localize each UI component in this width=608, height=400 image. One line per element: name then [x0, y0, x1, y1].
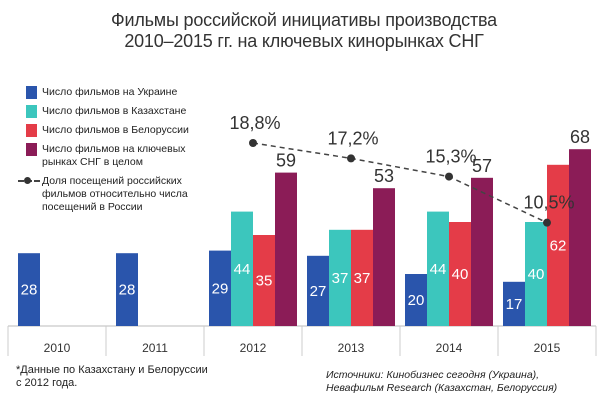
bar-belarus-2014 [449, 222, 471, 326]
x-tick-label-2011: 2011 [142, 341, 168, 355]
sources-note: Источники: Кинобизнес сегодня (Украина),… [326, 369, 558, 394]
x-tick-label-2012: 2012 [240, 341, 267, 355]
share-point-2013 [347, 154, 355, 163]
x-tick-label-2013: 2013 [338, 341, 365, 355]
x-tick-label-2015: 2015 [534, 341, 561, 355]
data-label-ukraine-2013: 27 [310, 283, 327, 300]
bar-belarus-2015 [547, 164, 569, 326]
share-label-2012: 18,8% [229, 113, 280, 133]
legend-label-ukraine: Число фильмов на Украине [42, 86, 178, 98]
legend-swatch-belarus [26, 124, 37, 137]
legend-swatch-kazakhstan [26, 105, 37, 118]
data-label-ukraine-2012: 29 [212, 280, 229, 297]
chart-title: Фильмы российской инициативы производств… [0, 10, 608, 52]
data-label-belarus-2015: 62 [550, 237, 567, 254]
bar-kazakhstan-2015 [525, 222, 547, 326]
footnote: *Данные по Казахстану и Белоруссии с 201… [16, 364, 208, 389]
bar-total-2012 [275, 172, 297, 326]
data-label-total-2014: 57 [472, 156, 492, 176]
data-label-total-2013: 53 [374, 166, 394, 186]
title-line-1: Фильмы российской инициативы производств… [110, 10, 497, 30]
bar-ukraine-2014 [405, 274, 427, 326]
share-label-2015: 10,5% [523, 193, 574, 213]
bar-kazakhstan-2012 [231, 211, 253, 326]
data-label-ukraine-2011: 28 [119, 282, 136, 299]
data-label-kazakhstan-2015: 40 [528, 266, 545, 283]
share-label-2014: 15,3% [425, 147, 476, 167]
bar-total-2013 [373, 188, 395, 326]
legend: Число фильмов на Украине Число фильмов в… [16, 86, 231, 220]
legend-item-kazakhstan: Число фильмов в Казахстане [16, 105, 231, 118]
bar-ukraine-2012 [209, 250, 231, 326]
legend-label-share-line: Доля посещений российских фильмов относи… [42, 175, 188, 213]
x-tick-label-2010: 2010 [44, 341, 71, 355]
data-label-belarus-2012: 35 [256, 273, 273, 290]
data-label-belarus-2013: 37 [354, 270, 371, 287]
data-label-kazakhstan-2012: 44 [234, 261, 251, 278]
legend-dot-marker [24, 177, 31, 184]
bar-belarus-2013 [351, 229, 373, 326]
legend-item-share-line: Доля посещений российских фильмов относи… [16, 175, 212, 214]
bar-ukraine-2015 [503, 281, 525, 326]
data-label-total-2012: 59 [276, 151, 296, 171]
bar-ukraine-2010 [18, 253, 40, 326]
bar-kazakhstan-2013 [329, 229, 351, 326]
bar-belarus-2012 [253, 235, 275, 326]
bar-ukraine-2013 [307, 255, 329, 326]
data-label-kazakhstan-2014: 44 [430, 261, 447, 278]
share-point-2014 [445, 172, 453, 181]
legend-label-total: Число фильмов на ключевых рынках СНГ в ц… [42, 143, 186, 168]
bar-total-2015 [569, 149, 591, 326]
legend-label-belarus: Число фильмов в Белоруссии [42, 124, 189, 136]
legend-swatch-ukraine [26, 86, 37, 99]
share-label-2013: 17,2% [327, 128, 378, 148]
bar-kazakhstan-2014 [427, 211, 449, 326]
share-line [252, 142, 548, 224]
title-line-2: 2010–2015 гг. на ключевых кинорынках СНГ [124, 31, 484, 51]
legend-item-belarus: Число фильмов в Белоруссии [16, 124, 231, 137]
data-label-kazakhstan-2013: 37 [332, 270, 349, 287]
data-label-ukraine-2015: 17 [506, 296, 523, 313]
legend-item-ukraine: Число фильмов на Украине [16, 86, 231, 99]
share-point-2015 [543, 218, 551, 227]
legend-item-total: Число фильмов на ключевых рынках СНГ в ц… [16, 143, 212, 169]
legend-swatch-total [26, 143, 37, 156]
x-tick-label-2014: 2014 [436, 341, 463, 355]
data-label-belarus-2014: 40 [452, 266, 469, 283]
legend-label-kazakhstan: Число фильмов в Казахстане [42, 105, 187, 117]
data-label-ukraine-2010: 28 [21, 282, 38, 299]
bar-ukraine-2011 [116, 253, 138, 326]
data-label-ukraine-2014: 20 [408, 292, 425, 309]
bar-total-2014 [471, 177, 493, 326]
data-label-total-2015: 68 [570, 127, 590, 147]
share-point-2012 [249, 139, 257, 147]
